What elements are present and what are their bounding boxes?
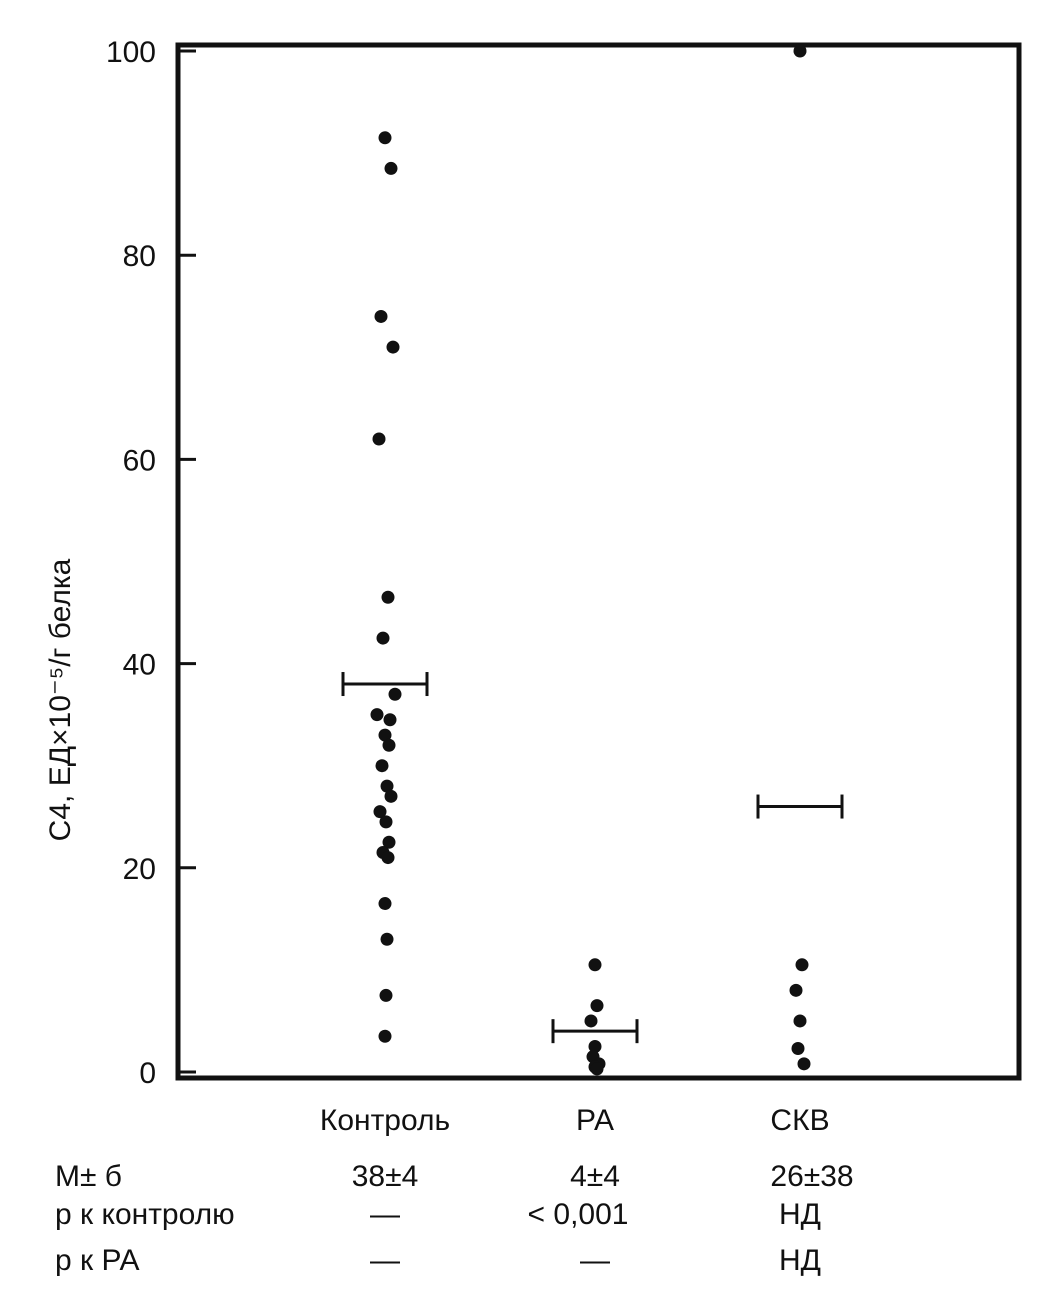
- data-point: [373, 805, 387, 819]
- row-label-p-vs-control: р к контролю: [55, 1198, 235, 1231]
- data-point: [793, 1014, 807, 1028]
- data-point: [375, 759, 389, 773]
- row-label-p-vs-ra: р к РА: [55, 1244, 140, 1277]
- data-point: [378, 131, 392, 145]
- data-point: [588, 958, 602, 972]
- cell-ra-p-control: < 0,001: [527, 1198, 629, 1231]
- y-tick-label: 20: [123, 853, 156, 886]
- mean-markers: [341, 672, 844, 1044]
- y-tick-label: 100: [106, 36, 156, 69]
- data-point: [791, 1042, 805, 1056]
- cell-skv-p-ra: НД: [779, 1244, 821, 1277]
- data-point: [584, 1014, 598, 1028]
- y-tick-label: 0: [139, 1057, 156, 1090]
- y-tick-label: 60: [123, 444, 156, 477]
- data-point: [386, 340, 400, 354]
- data-point: [380, 779, 394, 793]
- cell-ra-mean: 4±4: [570, 1160, 620, 1193]
- cell-control-mean: 38±4: [351, 1160, 419, 1193]
- data-point: [382, 738, 396, 752]
- data-point: [383, 713, 397, 727]
- data-point: [379, 815, 393, 829]
- y-axis: 0 20 40 60 80 100: [106, 36, 196, 1090]
- data-point: [793, 44, 807, 58]
- data-point: [795, 958, 809, 972]
- y-tick-label: 80: [123, 240, 156, 273]
- data-point: [381, 851, 395, 865]
- y-axis-label: C4, ЕД×10⁻⁵/г белка: [44, 558, 77, 841]
- data-point: [797, 1057, 811, 1071]
- cell-control-p-ra: —: [370, 1244, 400, 1277]
- data-point: [374, 309, 388, 323]
- data-point: [378, 1029, 392, 1043]
- data-point: [381, 590, 395, 604]
- data-points: [370, 44, 811, 1076]
- y-tick-label: 40: [123, 649, 156, 682]
- data-point: [380, 932, 394, 946]
- category-label: Контроль: [320, 1104, 450, 1137]
- category-label: СКВ: [770, 1104, 829, 1137]
- data-point: [376, 631, 390, 645]
- cell-control-p-control: —: [370, 1198, 400, 1231]
- data-point: [588, 1039, 602, 1053]
- data-point: [378, 897, 392, 911]
- data-point: [384, 789, 398, 803]
- plot-frame: [175, 42, 1022, 1081]
- data-point: [382, 835, 396, 849]
- x-axis: Контроль РА СКВ: [320, 1104, 830, 1137]
- data-point: [372, 432, 386, 446]
- data-point: [789, 983, 803, 997]
- data-point: [370, 708, 384, 722]
- category-label: РА: [576, 1104, 614, 1137]
- data-point: [379, 988, 393, 1002]
- data-point: [590, 1062, 604, 1076]
- data-point: [378, 728, 392, 742]
- data-point: [384, 161, 398, 175]
- row-label-mean-sd: M± б: [55, 1160, 122, 1193]
- cell-skv-p-control: НД: [779, 1198, 821, 1231]
- data-point: [388, 687, 402, 701]
- cell-skv-mean: 26±38: [770, 1160, 854, 1193]
- cell-ra-p-ra: —: [580, 1244, 610, 1277]
- data-point: [590, 999, 604, 1013]
